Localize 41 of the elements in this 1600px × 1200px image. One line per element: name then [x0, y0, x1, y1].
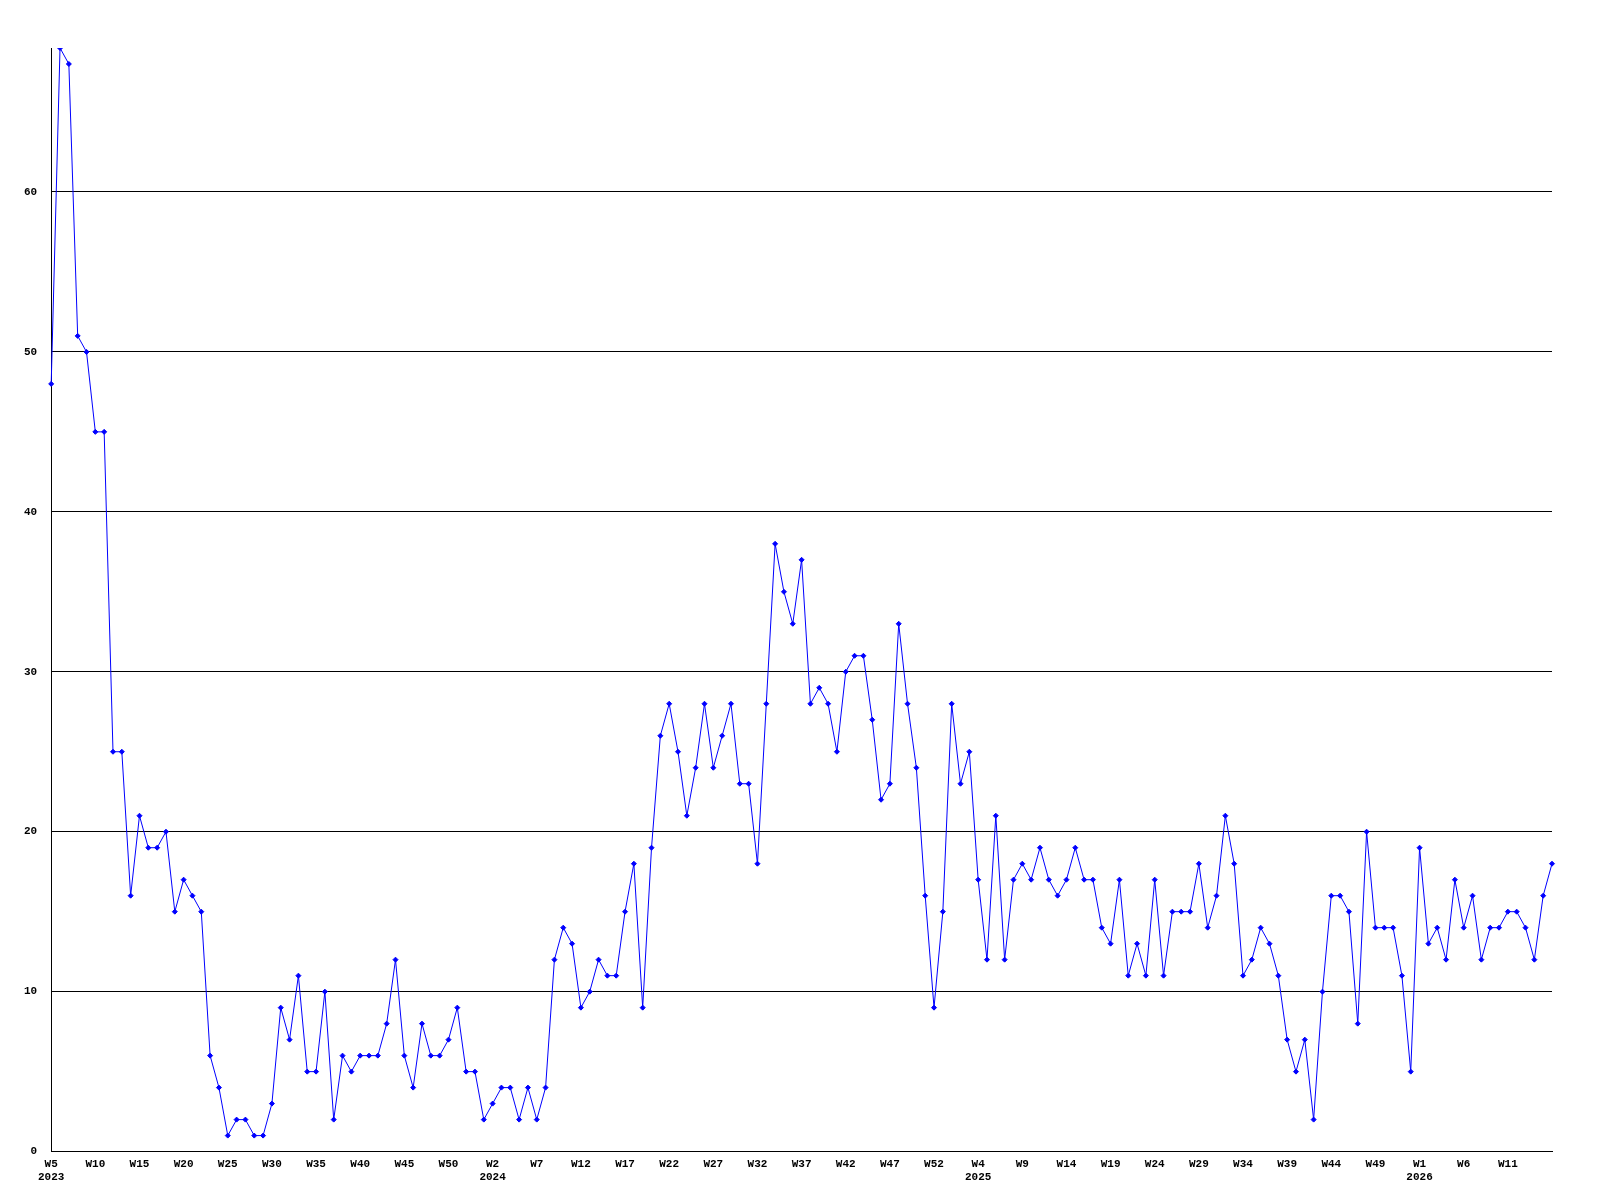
x-tick-label: W49 [1365, 1157, 1386, 1170]
x-tick-label: W52 [924, 1157, 944, 1170]
y-tick-label: 20 [24, 825, 38, 838]
x-tick-label: W10 [85, 1157, 106, 1170]
x-tick-label: W35 [306, 1157, 327, 1170]
x-tick-label: W4 2025 [964, 1157, 992, 1184]
x-tick-label: W17 [615, 1157, 635, 1170]
x-tick-label: W22 [659, 1157, 680, 1170]
x-tick-label: W5 2023 [38, 1157, 65, 1184]
x-tick-label: W24 [1144, 1157, 1166, 1170]
x-tick-label: W12 [570, 1157, 591, 1170]
x-tick-label: W27 [703, 1157, 724, 1170]
x-tick-label: W11 [1497, 1157, 1519, 1170]
y-tick-label: 30 [24, 665, 38, 678]
y-tick-label: 50 [24, 345, 38, 358]
x-tick-label: W37 [791, 1157, 812, 1170]
x-tick-label: W29 [1188, 1157, 1209, 1170]
x-tick-label: W30 [262, 1157, 282, 1170]
x-tick-label: W9 [1015, 1157, 1029, 1170]
x-tick-label: W47 [879, 1157, 900, 1170]
x-tick-label: W6 [1457, 1157, 1471, 1170]
x-tick-label: W34 [1233, 1157, 1254, 1170]
x-tick-label: W1 2026 [1406, 1157, 1433, 1184]
x-tick-label: W25 [217, 1157, 239, 1170]
x-tick-label: W32 [747, 1157, 768, 1170]
x-tick-label: W7 [530, 1157, 544, 1170]
x-tick-label: W2 2024 [479, 1157, 507, 1184]
y-tick-label: 0 [30, 1145, 38, 1158]
x-tick-label: W40 [350, 1157, 371, 1170]
x-tick-label: W50 [438, 1157, 459, 1170]
x-tick-label: W44 [1321, 1157, 1342, 1170]
x-tick-label: W14 [1056, 1157, 1077, 1170]
y-tick-label: 60 [24, 185, 38, 198]
y-tick-label: 40 [24, 505, 38, 518]
x-tick-label: W19 [1100, 1157, 1121, 1170]
y-tick-label: 10 [24, 985, 38, 998]
x-tick-label: W15 [129, 1157, 150, 1170]
x-tick-label: W39 [1277, 1157, 1298, 1170]
x-tick-label: W20 [173, 1157, 194, 1170]
x-tick-label: W45 [394, 1157, 415, 1170]
x-tick-label: W42 [835, 1157, 856, 1170]
